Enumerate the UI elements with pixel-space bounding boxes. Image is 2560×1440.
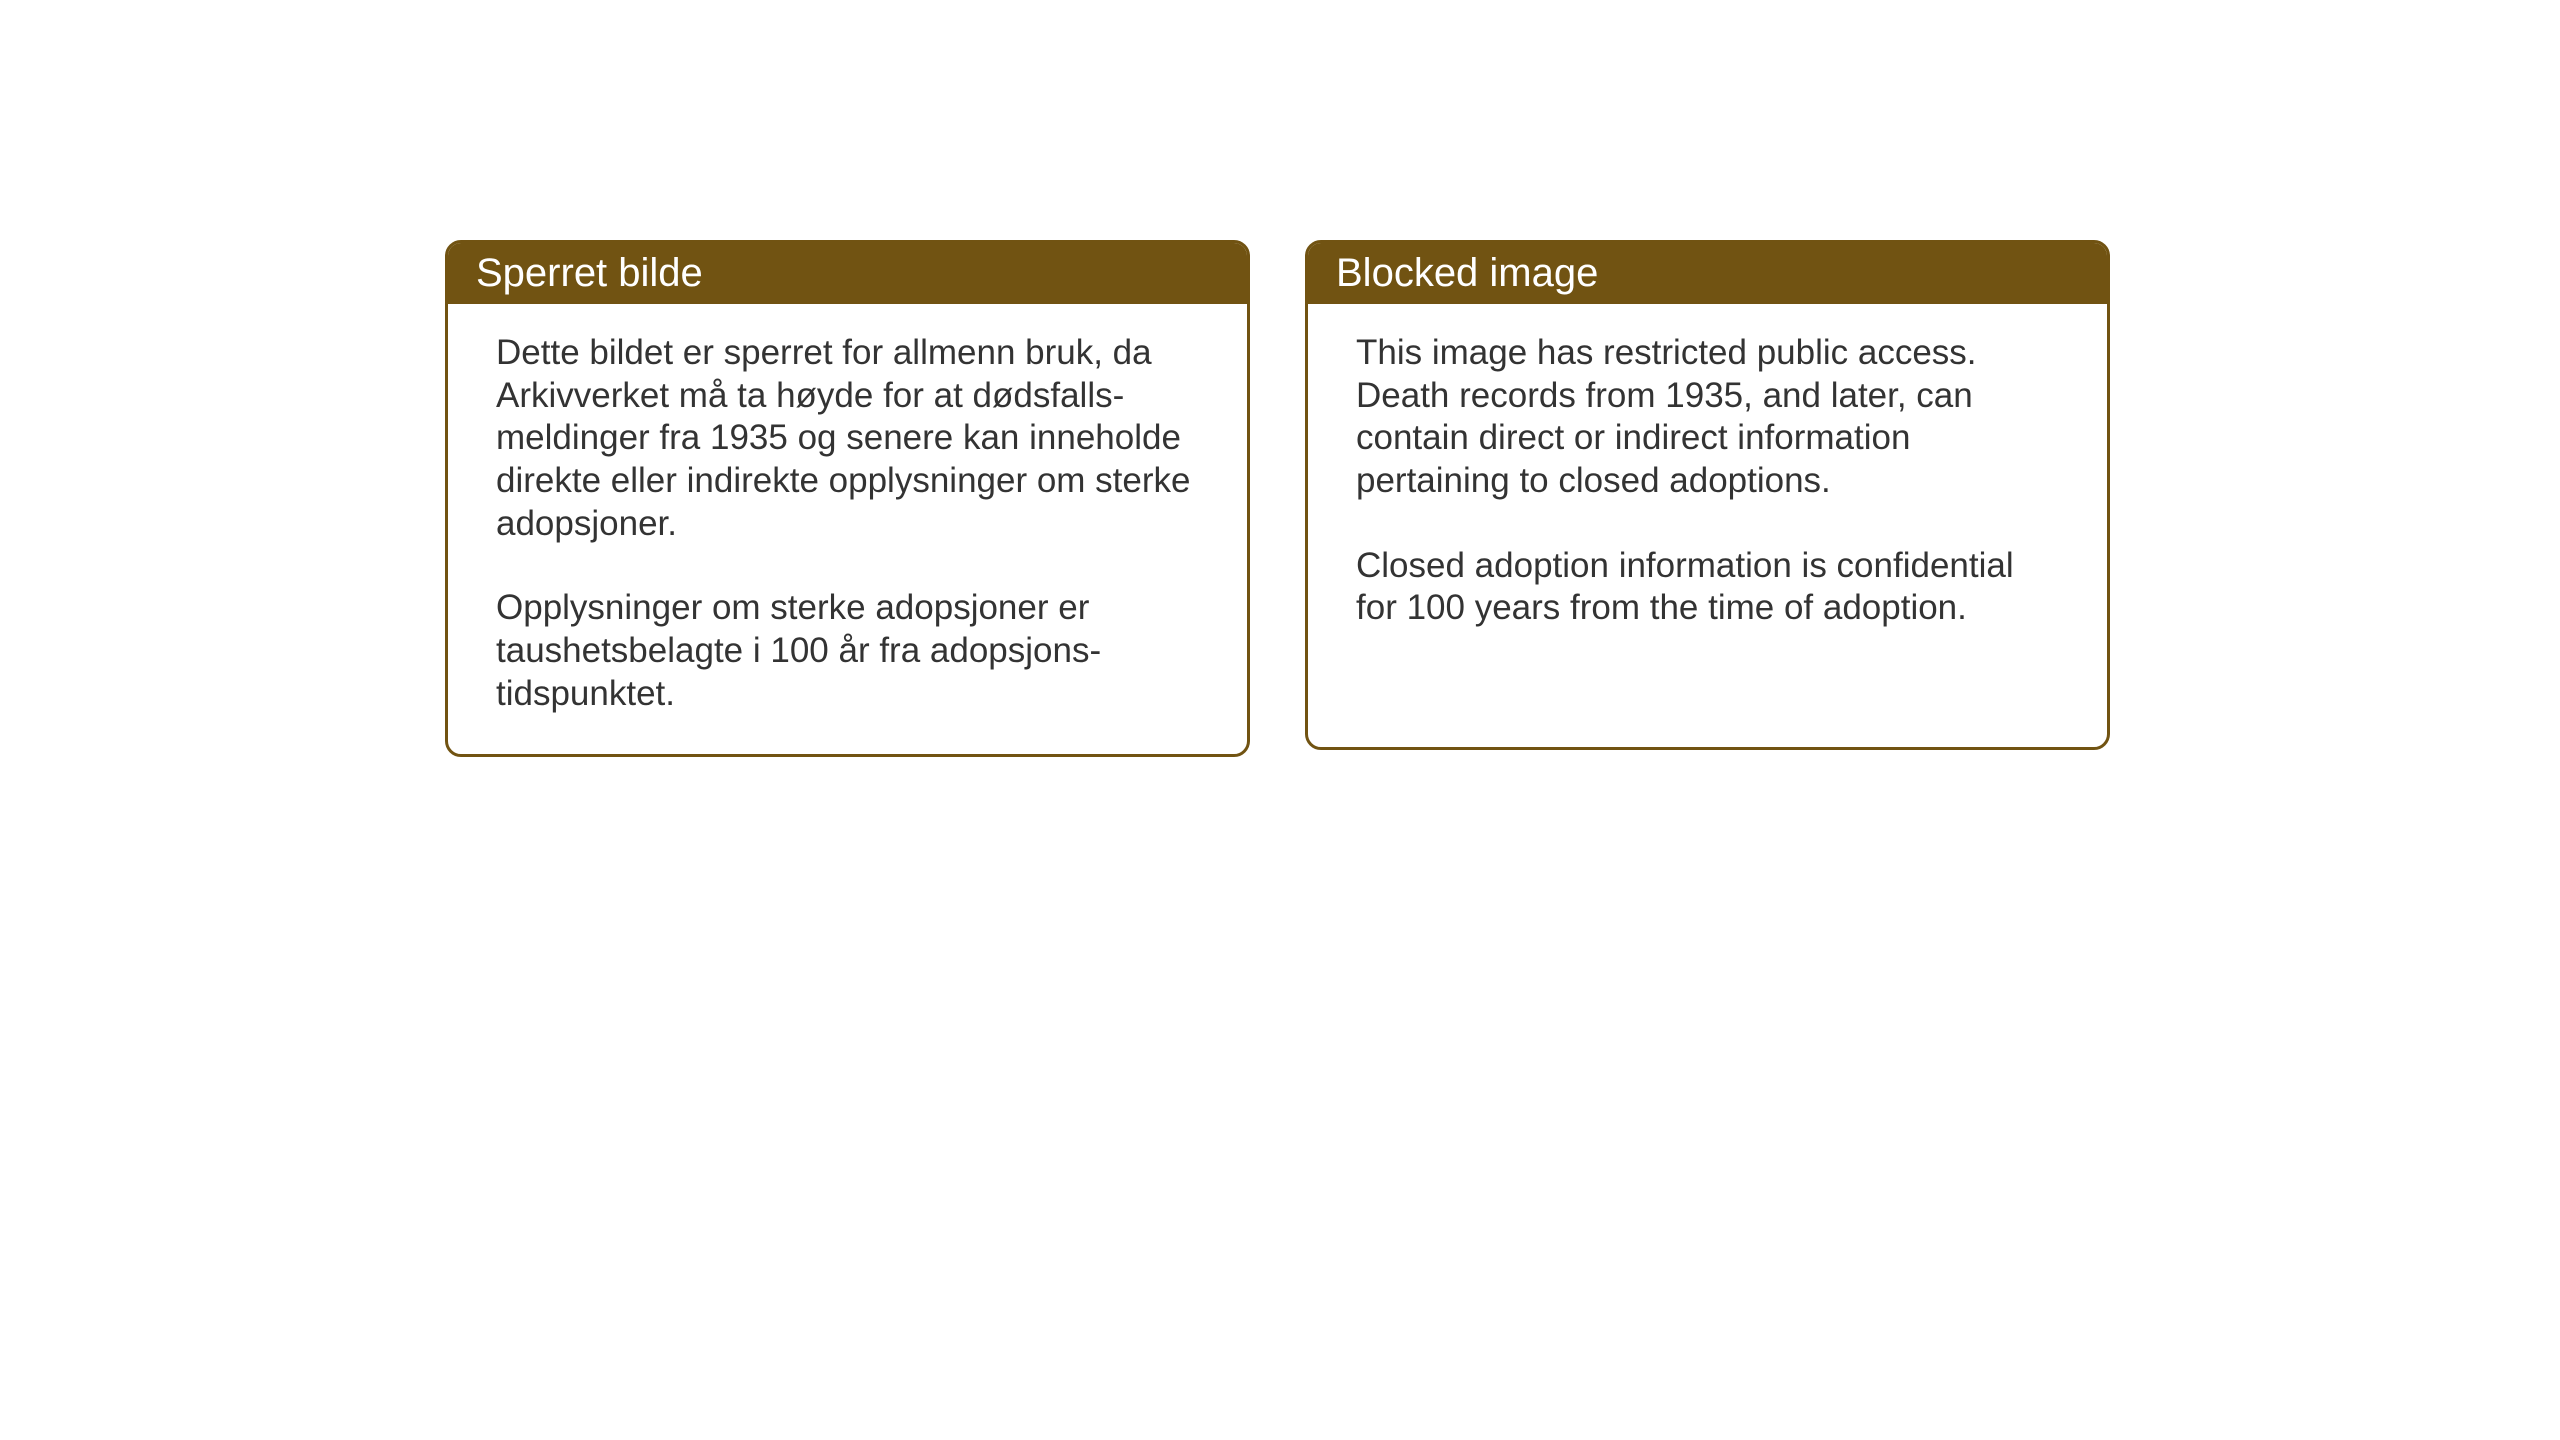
- notice-paragraph-2-english: Closed adoption information is confident…: [1356, 545, 2059, 630]
- notice-title-norwegian: Sperret bilde: [476, 251, 703, 295]
- notice-header-norwegian: Sperret bilde: [448, 243, 1247, 304]
- notice-paragraph-2-norwegian: Opplysninger om sterke adopsjoner er tau…: [496, 587, 1199, 715]
- notice-header-english: Blocked image: [1308, 243, 2107, 304]
- notice-container: Sperret bilde Dette bildet er sperret fo…: [445, 240, 2110, 757]
- notice-title-english: Blocked image: [1336, 251, 1598, 295]
- notice-body-english: This image has restricted public access.…: [1308, 304, 2107, 668]
- notice-box-english: Blocked image This image has restricted …: [1305, 240, 2110, 750]
- notice-paragraph-1-norwegian: Dette bildet er sperret for allmenn bruk…: [496, 332, 1199, 545]
- notice-body-norwegian: Dette bildet er sperret for allmenn bruk…: [448, 304, 1247, 754]
- notice-paragraph-1-english: This image has restricted public access.…: [1356, 332, 2059, 503]
- notice-box-norwegian: Sperret bilde Dette bildet er sperret fo…: [445, 240, 1250, 757]
